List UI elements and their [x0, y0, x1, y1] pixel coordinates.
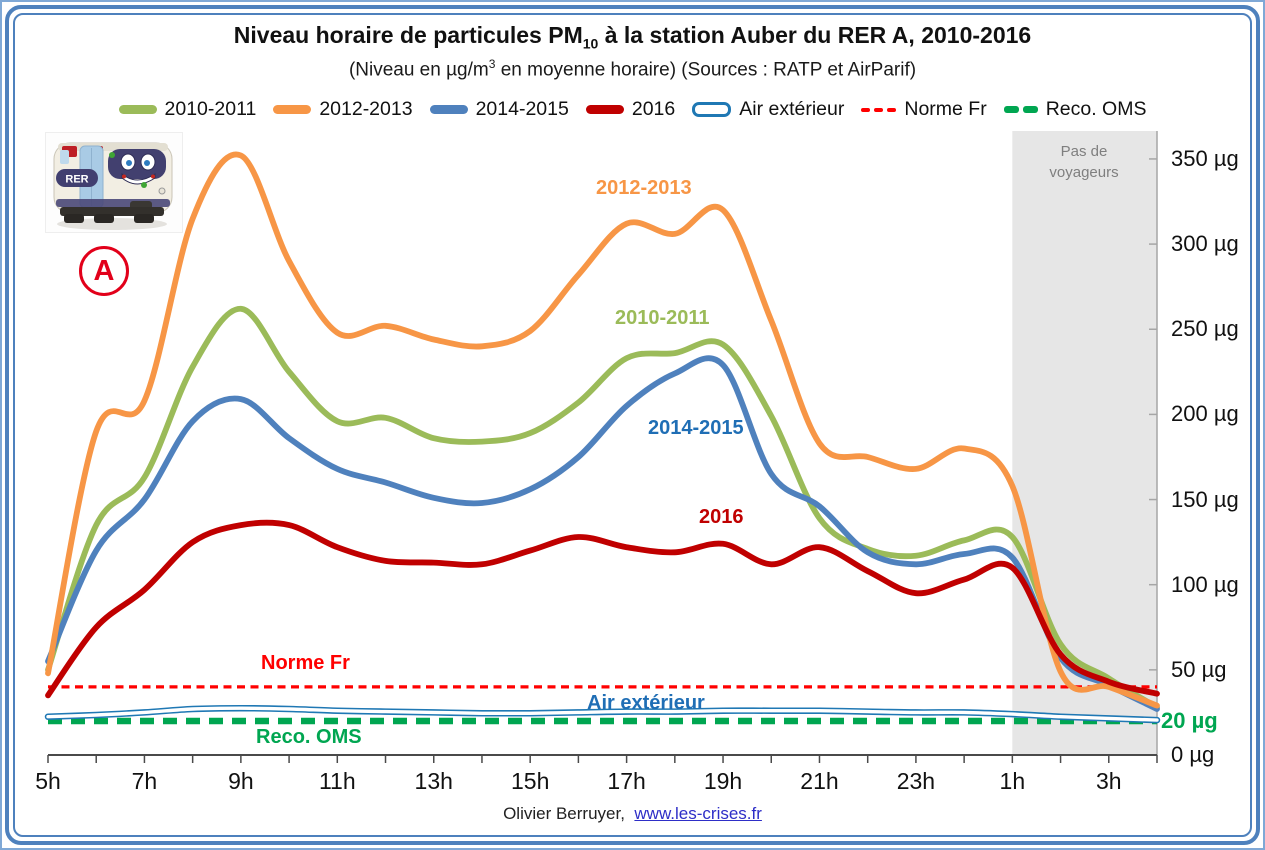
legend-item-norme-fr: Norme Fr [861, 98, 987, 121]
x-tick-label-23h: 23h [896, 768, 936, 794]
y-tick-label-0: 0 µg [1171, 742, 1215, 767]
rer-line-a-badge: A [79, 246, 129, 296]
label-2010-2011: 2010-2011 [615, 307, 710, 329]
subtitle-text-suffix: en moyenne horaire) (Sources : RATP et A… [495, 59, 917, 81]
curve-2012-2013 [45, 151, 1160, 709]
subtitle-superscript: 3 [488, 57, 496, 71]
legend-marker-icon [861, 107, 897, 112]
y-tick-label-20: 20 µg [1161, 707, 1218, 733]
label-2016: 2016 [699, 506, 744, 528]
legend-label: 2012-2013 [319, 98, 413, 120]
subtitle-text: (Niveau en µg/m [348, 59, 489, 81]
no-passengers-band [1012, 131, 1157, 754]
y-tick-label-300: 300 µg [1171, 231, 1239, 257]
title-text: Niveau horaire de particules PM [233, 22, 583, 48]
y-tick-label-350: 350 µg [1171, 145, 1239, 171]
legend-item-2016: 2016 [585, 98, 676, 121]
label-norme-fr: Norme Fr [261, 652, 350, 674]
x-tick-label-9h: 9h [228, 768, 254, 794]
x-tick-label-11h: 11h [318, 768, 356, 794]
label-2012-2013: 2012-2013 [596, 177, 692, 199]
y-tick-label-250: 250 µg [1171, 316, 1239, 342]
label-2014-2015: 2014-2015 [648, 417, 744, 439]
rer-train-drawing: RER [53, 142, 173, 230]
no-passengers-line1: Pas de [1060, 143, 1108, 160]
legend-item-2010-2011: 2010-2011 [118, 98, 257, 121]
les-crises-link[interactable]: www.les-crises.fr [634, 804, 762, 823]
title-text-suffix: à la station Auber du RER A, 2010-2016 [598, 22, 1032, 48]
x-tick-label-3h: 3h [1095, 768, 1122, 794]
x-tick-label-5h: 5h [35, 768, 61, 794]
x-tick-label-19h: 19h [703, 768, 743, 794]
chart-legend: 2010-2011 2012-2013 2014-2015 2016 Air extér… [40, 98, 1225, 121]
y-tick-label-100: 100 µg [1171, 571, 1239, 597]
footer-credit: Olivier Berruyer, www.les-crises.fr [0, 804, 1265, 824]
x-tick-label-7h: 7h [131, 768, 158, 794]
x-tick-label-1h: 1h [999, 768, 1026, 794]
legend-label: 2014-2015 [475, 98, 569, 120]
page-title: Niveau horaire de particules PM10 à la s… [0, 22, 1265, 52]
x-tick-label-21h: 21h [800, 768, 839, 794]
legend-marker-icon [585, 105, 624, 114]
curve-2016 [45, 519, 1160, 699]
author-name: Olivier Berruyer, [503, 804, 625, 823]
curve-air-exterieur-core [46, 706, 1159, 722]
legend-label: 2010-2011 [164, 98, 257, 120]
no-passengers-line2: voyageurs [1049, 164, 1119, 181]
curve-2010-2011 [45, 305, 1160, 711]
rer-train-image: RER [45, 132, 183, 233]
title-subscript: 10 [582, 35, 599, 52]
no-passengers-label: Pas de voyageurs [1014, 141, 1154, 183]
train-rer-text: RER [65, 174, 88, 186]
legend-item-reco-oms: Reco. OMS [1003, 98, 1147, 121]
y-tick-label-150: 150 µg [1171, 486, 1239, 512]
curve-2014-2015 [45, 355, 1160, 712]
legend-item-2014-2015: 2014-2015 [429, 98, 569, 121]
legend-item-air-ext-rieur: Air extérieur [692, 98, 844, 121]
x-tick-label-17h: 17h [607, 768, 646, 794]
legend-label: Air extérieur [739, 98, 845, 120]
line-a-letter: A [93, 254, 115, 287]
x-tick-label-15h: 15h [510, 768, 550, 794]
legend-marker-icon [429, 105, 468, 114]
y-tick-label-200: 200 µg [1171, 401, 1239, 427]
legend-label: 2016 [631, 98, 676, 120]
y-tick-label-50: 50 µg [1171, 656, 1227, 682]
label-air-exterieur: Air extérieur [587, 692, 705, 714]
page-subtitle: (Niveau en µg/m3 en moyenne horaire) (So… [0, 57, 1265, 81]
legend-label: Reco. OMS [1045, 98, 1147, 120]
legend-label: Norme Fr [904, 98, 987, 120]
label-reco-oms: Reco. OMS [256, 726, 362, 748]
legend-marker-icon [118, 105, 157, 114]
legend-marker-icon [273, 105, 312, 114]
legend-item-2012-2013: 2012-2013 [273, 98, 413, 121]
x-tick-label-13h: 13h [414, 768, 453, 794]
legend-marker-icon [692, 102, 732, 117]
legend-marker-icon [1003, 106, 1038, 113]
